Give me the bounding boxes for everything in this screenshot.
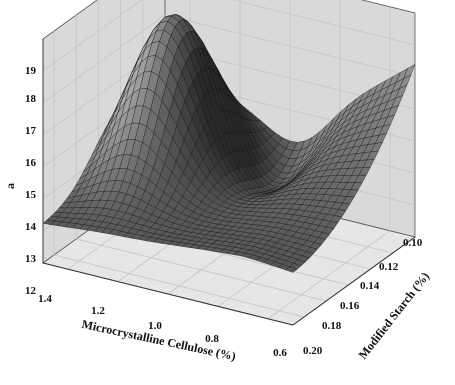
grid-line (53, 254, 305, 318)
z-tick-label: 15 (25, 189, 37, 201)
surface-mesh (42, 14, 416, 273)
x-tick-label: 0.6 (273, 347, 287, 359)
z-tick-label: 17 (25, 125, 37, 137)
x-tick-label: 1.2 (91, 305, 105, 317)
x-tick-label: 1.0 (148, 320, 162, 332)
grid-line (42, 0, 143, 72)
y-axis-ticks: 0.10 0.12 0.14 0.16 0.18 0.20 (303, 237, 423, 357)
z-tick-label: 14 (25, 221, 37, 233)
surface-patch (285, 266, 298, 273)
y-tick-label: 0.18 (322, 320, 342, 332)
y-tick-label: 0.14 (360, 280, 380, 292)
y-tick-label: 0.10 (403, 237, 423, 249)
x-tick-label: 0.8 (205, 333, 219, 345)
z-axis-label: a (3, 183, 17, 189)
x-axis-line (42, 262, 294, 326)
grid-line (76, 238, 327, 302)
z-tick-label: 18 (25, 93, 37, 105)
box-edges (42, 39, 416, 326)
z-axis-ticks: 12 13 14 15 16 17 18 19 (25, 65, 37, 297)
y-tick-label: 0.20 (303, 345, 323, 357)
grid-line (267, 230, 391, 320)
z-tick-label: 12 (25, 285, 37, 297)
z-tick-label: 16 (25, 157, 37, 169)
y-tick-label: 0.16 (340, 300, 360, 312)
grid-line (42, 14, 166, 104)
z-tick-label: 13 (25, 253, 37, 265)
y-axis-line (292, 236, 416, 326)
z-tick-label: 19 (25, 65, 37, 77)
y-tick-label: 0.12 (379, 261, 399, 273)
x-axis-ticks: 1.4 1.2 1.0 0.8 0.6 (38, 293, 287, 359)
x-tick-label: 1.4 (38, 293, 52, 305)
